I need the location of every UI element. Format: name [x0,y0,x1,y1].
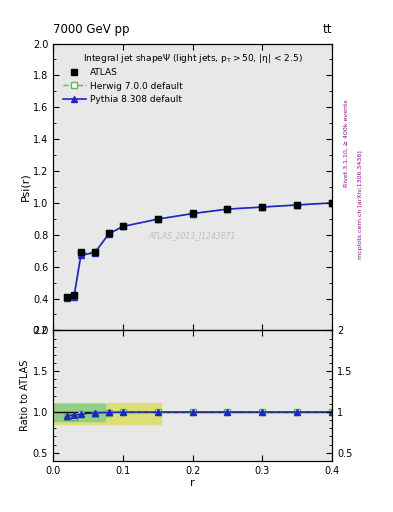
Y-axis label: Ratio to ATLAS: Ratio to ATLAS [20,360,30,431]
X-axis label: r: r [190,478,195,488]
Text: tt: tt [323,23,332,36]
Text: mcplots.cern.ch [arXiv:1306.3436]: mcplots.cern.ch [arXiv:1306.3436] [358,151,363,259]
Y-axis label: Psi(r): Psi(r) [20,173,30,201]
Legend: ATLAS, Herwig 7.0.0 default, Pythia 8.308 default: ATLAS, Herwig 7.0.0 default, Pythia 8.30… [63,68,183,104]
Text: Integral jet shape$\Psi$ (light jets, $\mathregular{p_T}$$>$50, $|\mathregular{\: Integral jet shape$\Psi$ (light jets, $\… [83,52,303,65]
Text: 7000 GeV pp: 7000 GeV pp [53,23,130,36]
Text: Rivet 3.1.10, ≥ 400k events: Rivet 3.1.10, ≥ 400k events [344,99,349,187]
Text: ATLAS_2013_I1243871: ATLAS_2013_I1243871 [149,231,236,240]
